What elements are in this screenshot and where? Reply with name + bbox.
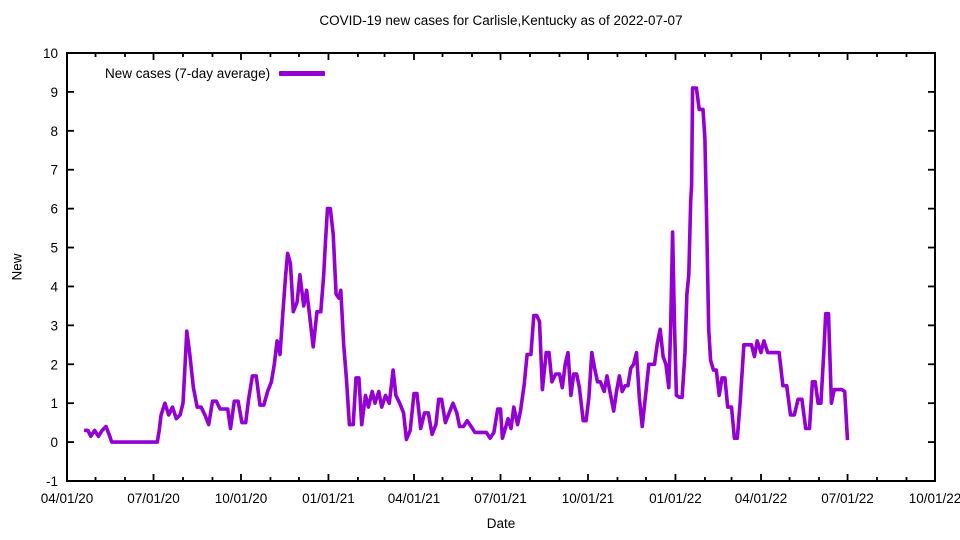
x-tick-label: 04/01/21 bbox=[388, 491, 441, 506]
y-tick-label: 7 bbox=[50, 163, 58, 178]
chart-title: COVID-19 new cases for Carlisle,Kentucky… bbox=[319, 13, 683, 28]
y-tick-label: 6 bbox=[50, 202, 58, 217]
legend-label: New cases (7-day average) bbox=[105, 66, 271, 81]
y-tick-label: 5 bbox=[50, 241, 58, 256]
data-line bbox=[84, 86, 850, 444]
y-tick-label: 2 bbox=[50, 357, 58, 372]
y-tick-label: 3 bbox=[50, 318, 58, 333]
x-tick-label: 04/01/20 bbox=[41, 491, 94, 506]
x-axis-title: Date bbox=[486, 516, 516, 531]
x-tick-label: 07/01/22 bbox=[821, 491, 874, 506]
y-tick-label: -1 bbox=[46, 474, 58, 489]
x-tick-label: 10/01/22 bbox=[909, 491, 960, 506]
x-tick-label: 10/01/21 bbox=[562, 491, 615, 506]
y-tick-label: 10 bbox=[43, 46, 58, 61]
y-tick-label: 9 bbox=[50, 85, 58, 100]
y-tick-label: 8 bbox=[50, 124, 58, 139]
x-tick-label: 01/01/22 bbox=[649, 491, 702, 506]
legend-line-sample bbox=[279, 71, 326, 76]
x-tick-label: 10/01/20 bbox=[215, 491, 268, 506]
x-tick-label: 04/01/22 bbox=[735, 491, 788, 506]
legend: New cases (7-day average) bbox=[105, 66, 326, 81]
y-axis-title: New bbox=[9, 253, 25, 281]
x-tick-label: 07/01/20 bbox=[127, 491, 180, 506]
x-tick-label: 07/01/21 bbox=[474, 491, 527, 506]
y-tick-label: 0 bbox=[50, 435, 58, 450]
y-tick-label: 1 bbox=[50, 396, 58, 411]
x-tick-label: 01/01/21 bbox=[302, 491, 355, 506]
y-tick-label: 4 bbox=[50, 279, 58, 294]
